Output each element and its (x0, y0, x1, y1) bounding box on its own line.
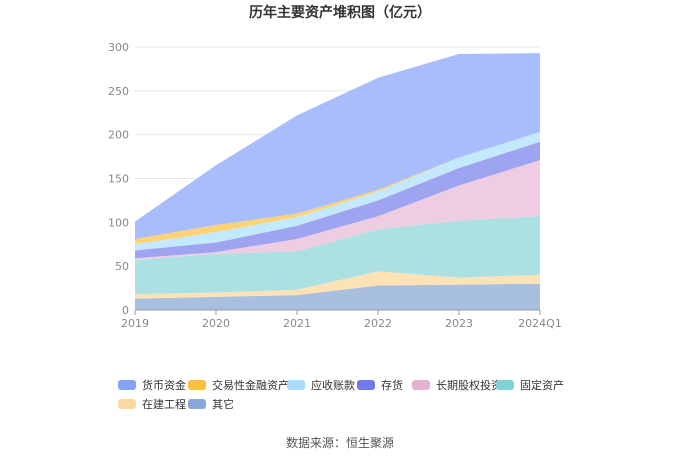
legend-label-7: 其它 (212, 397, 234, 411)
area-series-3 (135, 160, 540, 260)
area-series-2 (135, 216, 540, 295)
y-tick-label: 150 (108, 173, 129, 186)
chart-title: 历年主要资产堆积图（亿元） (249, 4, 431, 21)
x-axis: 2019 2020 2021 2022 2023 2024Q1 (121, 309, 562, 330)
legend-label-4: 长期股权投资 (436, 378, 502, 392)
legend-swatch-1 (188, 380, 206, 390)
area-series-4 (135, 141, 540, 259)
x-tick-label: 2021 (283, 317, 311, 330)
area-series (135, 53, 540, 310)
legend-swatch-6 (118, 399, 136, 409)
y-tick-label: 50 (115, 260, 129, 273)
area-series-6 (135, 132, 540, 245)
legend-swatch-0 (118, 380, 136, 390)
area-series-7 (135, 53, 540, 239)
legend-label-6: 在建工程 (142, 397, 186, 411)
y-tick-label: 100 (108, 216, 129, 229)
legend-label-2: 应收账款 (311, 378, 355, 392)
legend-label-1: 交易性金融资产 (212, 378, 289, 392)
y-axis: 0 50 100 150 200 250 300 (108, 41, 129, 317)
y-tick-label: 250 (108, 85, 129, 98)
y-tick-label: 200 (108, 129, 129, 142)
x-tick-label: 2024Q1 (518, 317, 562, 330)
legend-swatch-4 (412, 380, 430, 390)
y-tick-label: 0 (122, 304, 129, 317)
legend-swatch-5 (496, 380, 514, 390)
area-series-0 (135, 283, 540, 310)
legend-swatch-3 (357, 380, 375, 390)
legend-swatch-2 (287, 380, 305, 390)
area-series-5 (135, 132, 540, 251)
area-series-1 (135, 271, 540, 299)
x-tick-label: 2020 (202, 317, 230, 330)
legend-label-0: 货币资金 (142, 378, 186, 392)
data-source: 数据来源：恒生聚源 (286, 435, 394, 450)
legend-swatch-7 (188, 399, 206, 409)
x-tick-label: 2019 (121, 317, 149, 330)
legend-label-5: 固定资产 (520, 378, 564, 392)
y-tick-label: 300 (108, 41, 129, 54)
legend-label-3: 存货 (381, 378, 403, 392)
x-tick-label: 2022 (364, 317, 392, 330)
x-tick-label: 2023 (445, 317, 473, 330)
